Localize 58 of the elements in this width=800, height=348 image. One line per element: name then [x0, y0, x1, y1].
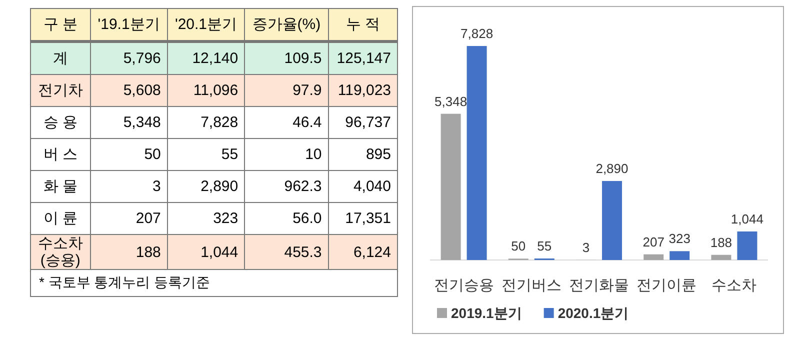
- text: 17,351: [328, 202, 398, 234]
- x-tick-label: 전기버스: [501, 277, 562, 294]
- text: 7,828: [167, 106, 245, 138]
- text: 188: [90, 234, 168, 270]
- text: '20.1분기: [167, 8, 245, 42]
- text: 50: [90, 138, 168, 170]
- x-tick-label: 전기화물: [569, 277, 629, 294]
- text: 323: [167, 202, 245, 234]
- text: 3: [90, 170, 168, 202]
- text: 수소차 (승용): [30, 234, 90, 270]
- text: 11,096: [167, 74, 245, 106]
- text: 46.4: [244, 106, 328, 138]
- text: 4,040: [328, 170, 398, 202]
- text: 55: [167, 138, 245, 170]
- data-label: 2,890: [596, 160, 628, 176]
- data-label: 188: [710, 234, 732, 250]
- text: 5,796: [90, 42, 168, 74]
- text: 5,348: [90, 106, 168, 138]
- data-label: 50: [511, 238, 526, 254]
- text: 12,140: [167, 42, 245, 74]
- text: 56.0: [244, 202, 328, 234]
- data-label: 323: [668, 231, 690, 246]
- text: 6,124: [328, 234, 398, 270]
- text: 전기차: [30, 74, 90, 106]
- text: 1,044: [167, 234, 245, 270]
- text: 119,023: [328, 74, 398, 106]
- text: 이 륜: [30, 202, 90, 234]
- data-label: 55: [537, 238, 552, 254]
- text: 97.9: [244, 74, 328, 106]
- text: 승 용: [30, 106, 90, 138]
- data-label: 1,044: [730, 211, 764, 226]
- text: 5,608: [90, 74, 168, 106]
- text: 2,890: [167, 170, 245, 202]
- data-label: 207: [642, 234, 664, 250]
- text: 10: [244, 138, 328, 170]
- text: 96,737: [328, 106, 398, 138]
- text: '19.1분기: [90, 8, 168, 42]
- text: 962.3: [244, 170, 328, 202]
- data-label: 7,828: [460, 26, 494, 41]
- x-tick-label: 전기이륜: [636, 277, 697, 294]
- text: 125,147: [328, 42, 398, 74]
- text: 207: [90, 202, 168, 234]
- data-label: 3: [582, 240, 590, 255]
- data-label: 5,348: [434, 94, 468, 109]
- text: 증가율(%): [244, 8, 328, 42]
- text: 895: [328, 138, 398, 170]
- text: 109.5: [244, 42, 328, 74]
- text: * 국토부 통계누리 등록기준: [30, 270, 398, 297]
- text: 버 스: [30, 138, 90, 170]
- text: 화 물: [30, 170, 90, 202]
- text: 누 적: [328, 8, 398, 42]
- legend-label: 2019.1분기: [451, 305, 522, 321]
- legend-label: 2020.1분기: [558, 305, 629, 321]
- text: 구 분: [30, 8, 90, 42]
- x-tick-label: 수소차: [712, 277, 757, 294]
- x-tick-label: 전기승용: [434, 277, 494, 294]
- text: 455.3: [244, 234, 328, 270]
- text: 계: [30, 42, 90, 74]
